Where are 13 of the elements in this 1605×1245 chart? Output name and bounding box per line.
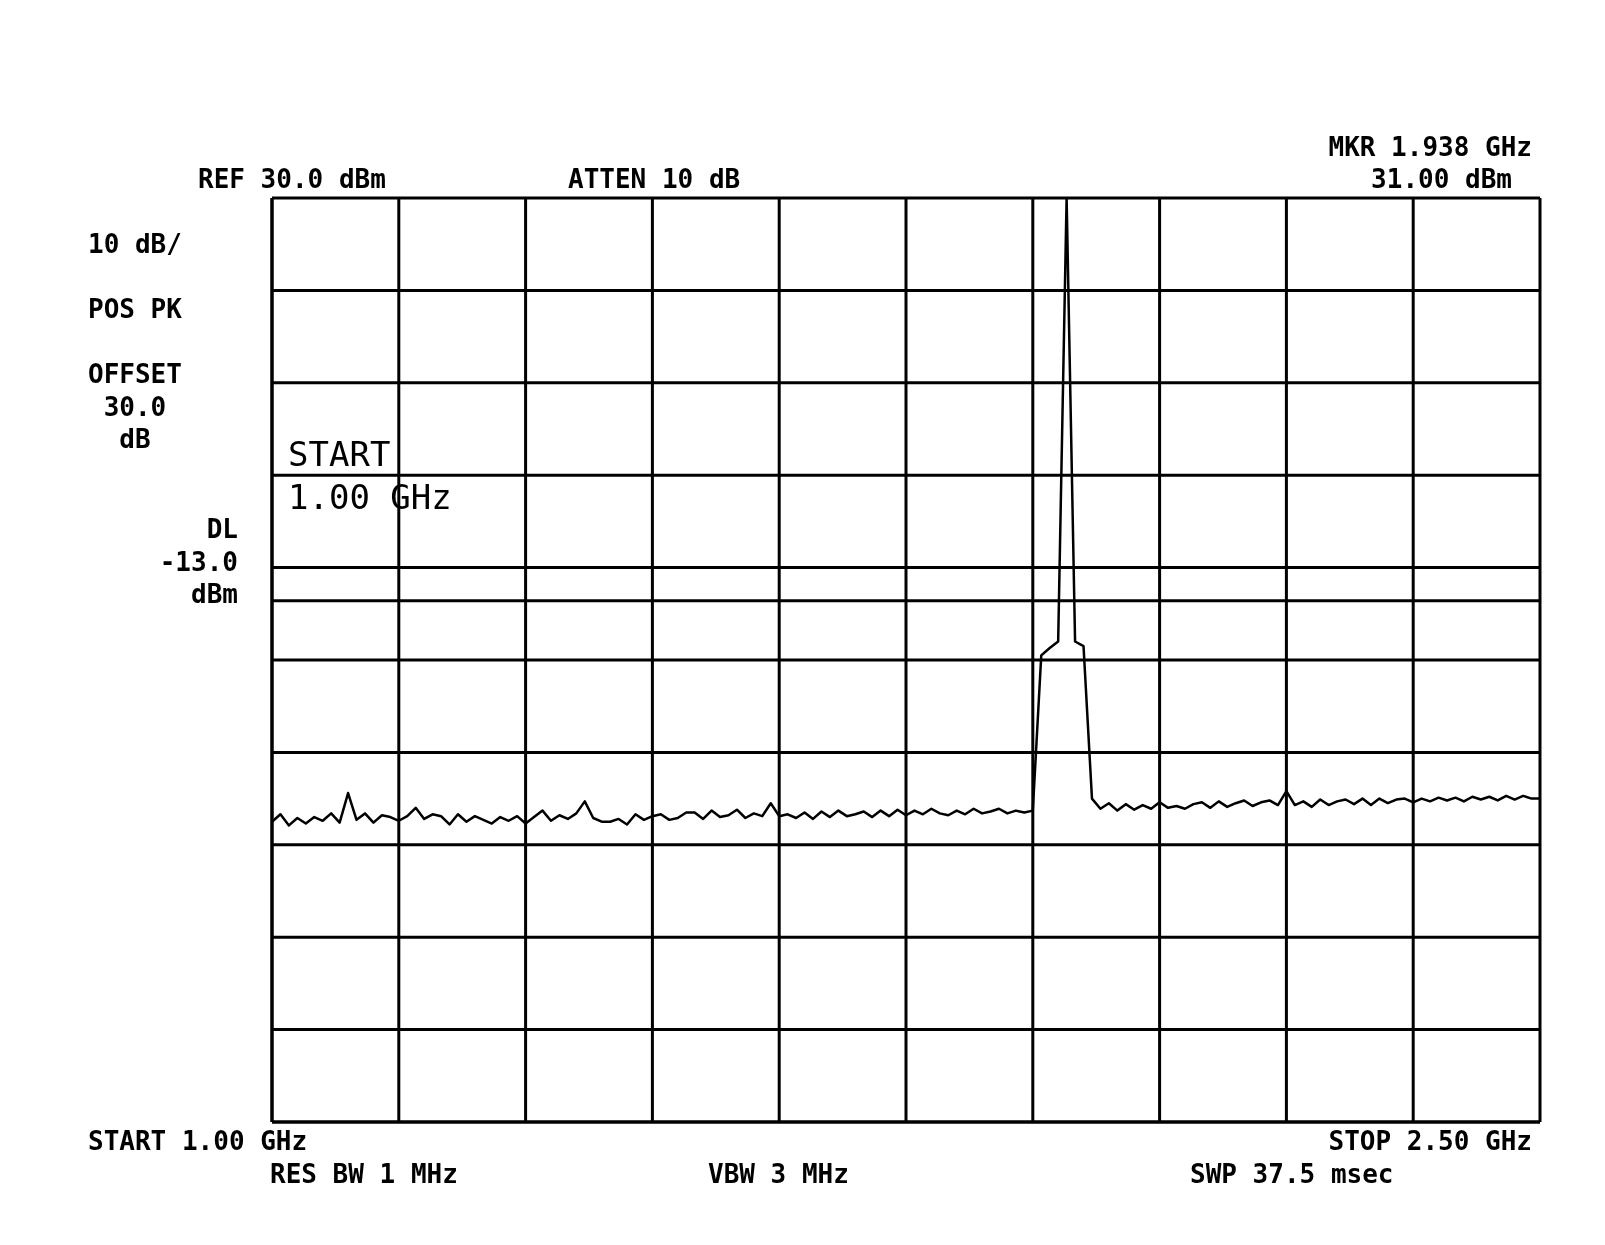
- text: VBW 3 MHz: [708, 1158, 849, 1191]
- text: STOP 2.50 GHz: [1328, 1125, 1532, 1158]
- ref-line-label: DL -13.0 dBm: [158, 513, 238, 611]
- text: 10 dB/: [88, 228, 182, 261]
- text: RES BW 1 MHz: [270, 1158, 458, 1191]
- text: START 1.00 GHz: [88, 1125, 308, 1158]
- text: SWP 37.5 msec: [1190, 1158, 1394, 1191]
- text: MKR 1.938 GHz: [1328, 131, 1532, 164]
- text: REF 30.0 dBm: [198, 163, 386, 196]
- text: ATTEN 10 dB: [568, 163, 741, 196]
- text: POS PK: [88, 293, 182, 326]
- text: 31.00 dBm: [1371, 163, 1512, 196]
- text: OFFSET 30.0 dB: [88, 358, 182, 456]
